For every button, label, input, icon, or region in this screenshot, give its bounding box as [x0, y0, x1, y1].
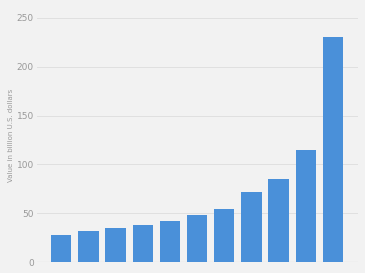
Bar — [105, 228, 126, 262]
Bar — [51, 235, 72, 262]
Bar — [268, 179, 289, 262]
Bar — [187, 215, 207, 262]
Bar — [241, 192, 262, 262]
Bar — [132, 225, 153, 262]
Bar — [160, 221, 180, 262]
Bar — [323, 37, 343, 262]
Bar — [214, 209, 234, 262]
Bar — [296, 150, 316, 262]
Bar — [78, 231, 99, 262]
Y-axis label: Value in billion U.S. dollars: Value in billion U.S. dollars — [8, 88, 14, 182]
